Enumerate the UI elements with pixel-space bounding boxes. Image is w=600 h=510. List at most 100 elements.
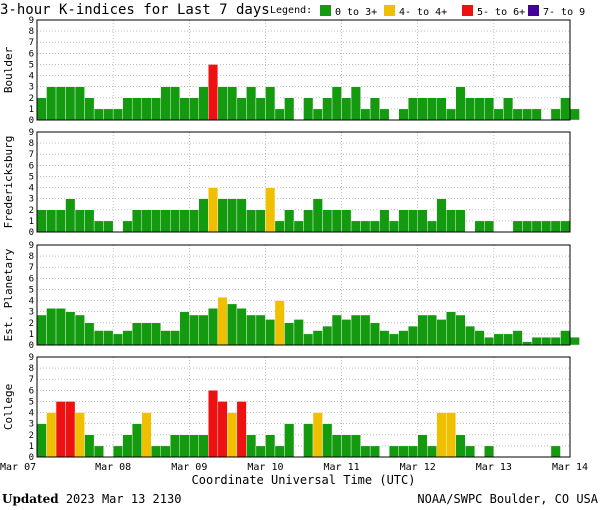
k-index-bar [379, 108, 390, 121]
updated-value: 2023 Mar 13 2130 [65, 492, 182, 506]
k-index-bar [246, 86, 257, 121]
k-index-bar [46, 308, 57, 346]
k-index-bar [293, 220, 304, 233]
k-index-bar [531, 108, 542, 121]
k-index-bar [65, 198, 76, 233]
y-tick-label: 4 [29, 297, 34, 307]
k-index-bar [198, 314, 209, 346]
legend-item-quiet: 0 to 3+ [320, 5, 377, 18]
k-index-bar [331, 314, 342, 346]
k-index-bar [398, 209, 409, 233]
k-index-bar [255, 97, 266, 121]
k-index-bar [151, 97, 161, 121]
k-index-bar [198, 198, 209, 233]
k-index-bar [560, 330, 571, 346]
k-index-bar [65, 401, 76, 458]
y-tick-label: 9 [29, 16, 34, 26]
k-index-bar [274, 445, 285, 458]
k-index-bar [569, 108, 580, 121]
k-index-bar [160, 445, 171, 458]
y-tick-label: 6 [29, 274, 34, 284]
y-tick-label: 5 [29, 172, 34, 182]
y-tick-label: 6 [29, 386, 34, 396]
k-index-bar [417, 314, 428, 346]
k-index-bar [198, 86, 209, 121]
k-index-bar [46, 209, 57, 233]
k-index-bar [550, 108, 561, 121]
k-index-bar [74, 209, 85, 233]
k-index-bar [265, 86, 276, 121]
k-index-bar [407, 325, 418, 346]
k-index-bar [284, 97, 295, 121]
k-index-bar [360, 314, 371, 346]
y-tick-label: 8 [29, 139, 34, 149]
k-index-bar [369, 445, 380, 458]
k-index-bar [236, 198, 247, 233]
x-tick-label: Mar 09 [171, 462, 207, 473]
y-tick-label: 0 [29, 453, 34, 463]
k-index-bar [455, 86, 466, 121]
k-index-bar [236, 97, 247, 121]
k-index-bar [151, 445, 161, 458]
k-index-bar [246, 434, 257, 458]
k-index-bar [503, 97, 514, 121]
k-index-bar [522, 220, 533, 233]
source-credit: NOAA/SWPC Boulder, CO USA [417, 492, 598, 506]
k-index-bar [170, 434, 180, 458]
k-index-bar [227, 198, 238, 233]
k-index-bar [369, 97, 380, 121]
y-tick-label: 5 [29, 60, 34, 70]
k-index-bar [484, 445, 495, 458]
x-tick-label: Mar 13 [476, 462, 512, 473]
k-index-bar [103, 108, 114, 121]
k-index-bar [407, 97, 418, 121]
k-index-bar [474, 330, 485, 346]
k-index-bar [93, 108, 104, 121]
k-index-bar [46, 412, 57, 458]
k-index-bar [417, 434, 428, 458]
k-index-bar [388, 220, 399, 233]
y-tick-label: 1 [29, 442, 34, 452]
panel-label: Fredericksburg [2, 136, 15, 229]
y-tick-label: 4 [29, 409, 34, 419]
k-index-bar [131, 97, 142, 121]
k-index-bar [265, 434, 276, 458]
k-index-bar [331, 209, 342, 233]
k-index-bar [427, 445, 437, 458]
k-index-bar [246, 314, 257, 346]
k-index-bar [455, 314, 466, 346]
k-index-bar [208, 390, 219, 458]
k-index-bar [427, 97, 437, 121]
y-tick-label: 9 [29, 128, 34, 138]
k-index-bar [303, 423, 314, 458]
k-index-bar [274, 220, 285, 233]
panel-label: Est. Planetary [2, 248, 15, 341]
k-index-bar [93, 330, 104, 346]
k-index-bar [341, 209, 352, 233]
legend-item-label: 4- to 4+ [399, 7, 448, 18]
k-index-bar [322, 325, 333, 346]
legend-swatch-green [320, 5, 331, 16]
k-index-bar [436, 412, 447, 458]
k-index-bar [522, 108, 533, 121]
k-index-bar [312, 108, 323, 121]
k-index-bar [560, 220, 571, 233]
panel-frame [36, 131, 571, 233]
k-index-bar [131, 322, 142, 346]
y-tick-label: 4 [29, 184, 34, 194]
k-index-bar [446, 108, 456, 121]
legend-swatch-red [462, 5, 473, 16]
k-index-bar [474, 220, 485, 233]
k-index-bar [303, 209, 314, 233]
k-index-bar [141, 322, 152, 346]
k-index-bar [55, 209, 66, 233]
y-tick-label: 2 [29, 319, 34, 329]
k-index-bar [446, 412, 456, 458]
y-tick-label: 9 [29, 241, 34, 251]
legend-label: Legend: [270, 5, 313, 16]
y-tick-label: 7 [29, 263, 34, 273]
y-tick-label: 4 [29, 72, 34, 82]
k-index-bar [227, 86, 238, 121]
k-index-bar [455, 209, 466, 233]
y-tick-label: 7 [29, 38, 34, 48]
